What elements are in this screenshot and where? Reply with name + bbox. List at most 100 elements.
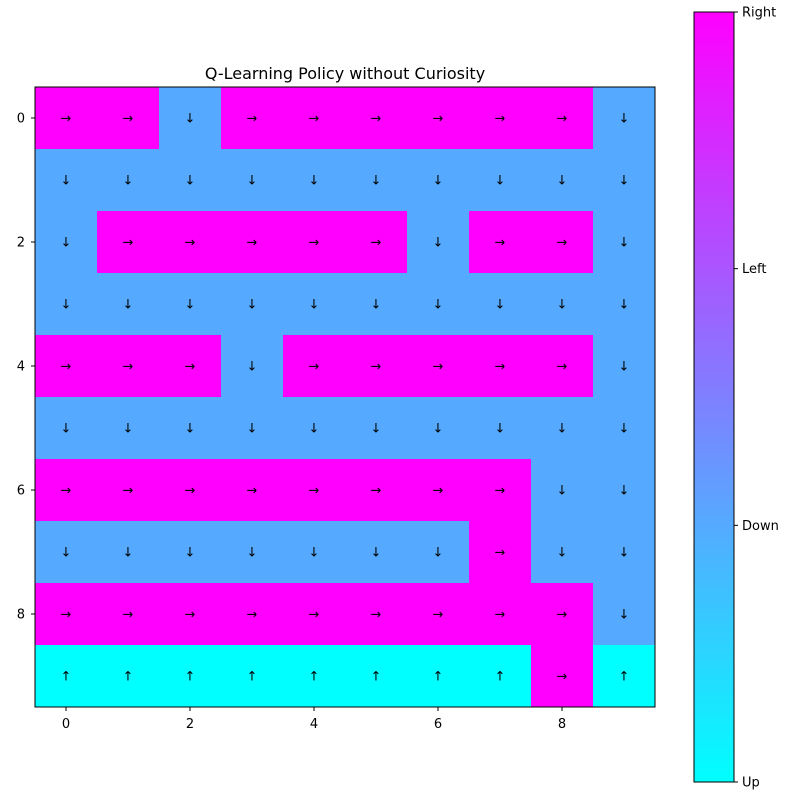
heatmap-cell-2-9 — [593, 211, 656, 274]
policy-arrow-8-5: → — [371, 608, 382, 623]
heatmap-cell-7-1 — [97, 521, 160, 584]
colorbar-label-left: Left — [742, 262, 766, 277]
policy-arrow-7-3: ↓ — [247, 546, 258, 561]
heatmap-cell-9-8 — [531, 645, 594, 708]
heatmap-cell-4-5 — [345, 335, 408, 398]
policy-arrow-8-3: → — [247, 608, 258, 623]
policy-arrow-9-9: ↑ — [619, 670, 630, 685]
policy-arrow-0-3: → — [247, 112, 258, 127]
heatmap-cell-6-3 — [221, 459, 284, 522]
policy-arrow-7-1: ↓ — [123, 546, 134, 561]
heatmap-cell-0-0 — [35, 87, 98, 150]
heatmap-cell-9-2 — [159, 645, 222, 708]
heatmap-cell-8-5 — [345, 583, 408, 646]
policy-arrow-4-3: ↓ — [247, 360, 258, 375]
heatmap-cell-3-4 — [283, 273, 346, 336]
heatmap-cell-5-8 — [531, 397, 594, 460]
heatmap-cell-5-2 — [159, 397, 222, 460]
policy-arrow-6-2: → — [185, 484, 196, 499]
heatmap-cell-7-6 — [407, 521, 470, 584]
heatmap-cell-3-7 — [469, 273, 532, 336]
policy-arrow-5-0: ↓ — [61, 422, 72, 437]
policy-arrow-2-8: → — [557, 236, 568, 251]
heatmap-cell-0-7 — [469, 87, 532, 150]
heatmap-cell-1-0 — [35, 149, 98, 212]
policy-arrow-8-1: → — [123, 608, 134, 623]
heatmap-cell-7-5 — [345, 521, 408, 584]
policy-arrow-2-2: → — [185, 236, 196, 251]
heatmap-cell-5-9 — [593, 397, 656, 460]
policy-arrow-0-1: → — [123, 112, 134, 127]
heatmap-cell-2-7 — [469, 211, 532, 274]
heatmap-cell-8-1 — [97, 583, 160, 646]
heatmap-cell-4-1 — [97, 335, 160, 398]
y-tick-label-2: 2 — [17, 236, 25, 251]
policy-arrow-2-5: → — [371, 236, 382, 251]
heatmap-cell-3-5 — [345, 273, 408, 336]
heatmap-cell-8-8 — [531, 583, 594, 646]
heatmap-cell-6-2 — [159, 459, 222, 522]
policy-arrow-3-4: ↓ — [309, 298, 320, 313]
heatmap-cell-5-0 — [35, 397, 98, 460]
heatmap-cell-7-0 — [35, 521, 98, 584]
heatmap-cell-2-5 — [345, 211, 408, 274]
colorbar-label-up: Up — [742, 776, 760, 791]
y-tick-label-4: 4 — [17, 360, 25, 375]
policy-arrow-6-7: → — [495, 484, 506, 499]
heatmap-cell-8-9 — [593, 583, 656, 646]
policy-arrow-4-5: → — [371, 360, 382, 375]
policy-arrow-3-7: ↓ — [495, 298, 506, 313]
heatmap-cell-4-8 — [531, 335, 594, 398]
heatmap-cell-9-6 — [407, 645, 470, 708]
policy-arrow-8-2: → — [185, 608, 196, 623]
policy-arrow-8-0: → — [61, 608, 72, 623]
policy-arrow-0-7: → — [495, 112, 506, 127]
heatmap-cell-4-4 — [283, 335, 346, 398]
x-tick-label-4: 4 — [310, 717, 318, 732]
policy-arrow-9-1: ↑ — [123, 670, 134, 685]
policy-arrow-7-7: → — [495, 546, 506, 561]
heatmap-cell-4-2 — [159, 335, 222, 398]
y-tick-label-6: 6 — [17, 484, 25, 499]
policy-arrow-9-5: ↑ — [371, 670, 382, 685]
heatmap-cell-1-4 — [283, 149, 346, 212]
policy-arrow-2-1: → — [123, 236, 134, 251]
policy-arrow-1-3: ↓ — [247, 174, 258, 189]
heatmap-cell-1-5 — [345, 149, 408, 212]
policy-arrow-8-9: ↓ — [619, 608, 630, 623]
policy-arrow-4-0: → — [61, 360, 72, 375]
heatmap-cell-2-8 — [531, 211, 594, 274]
y-tick-label-8: 8 — [17, 608, 25, 623]
heatmap-cell-0-4 — [283, 87, 346, 150]
policy-arrow-3-3: ↓ — [247, 298, 258, 313]
heatmap-cell-8-0 — [35, 583, 98, 646]
policy-arrow-9-4: ↑ — [309, 670, 320, 685]
policy-arrow-9-6: ↑ — [433, 670, 444, 685]
heatmap-cell-7-4 — [283, 521, 346, 584]
policy-arrow-1-0: ↓ — [61, 174, 72, 189]
heatmap-cell-8-2 — [159, 583, 222, 646]
heatmap-cells: → → ↓ → → → → → → ↓ ↓ ↓ ↓ ↓ ↓ ↓ ↓ ↓ ↓ ↓ ↓ → → → → → ↓ → → ↓ ↓ ↓ ↓ ↓ ↓ ↓ ↓ ↓ ↓ ↓… — [35, 87, 656, 708]
heatmap-cell-0-5 — [345, 87, 408, 150]
policy-arrow-1-1: ↓ — [123, 174, 134, 189]
heatmap-cell-5-6 — [407, 397, 470, 460]
y-axis: 0 2 4 6 8 — [17, 112, 35, 623]
policy-arrow-8-6: → — [433, 608, 444, 623]
policy-arrow-0-0: → — [61, 112, 72, 127]
policy-arrow-4-9: ↓ — [619, 360, 630, 375]
policy-arrow-5-3: ↓ — [247, 422, 258, 437]
x-tick-label-2: 2 — [186, 717, 194, 732]
policy-arrow-7-9: ↓ — [619, 546, 630, 561]
heatmap-cell-2-0 — [35, 211, 98, 274]
heatmap-cell-4-3 — [221, 335, 284, 398]
policy-arrow-9-0: ↑ — [61, 670, 72, 685]
heatmap-cell-7-8 — [531, 521, 594, 584]
heatmap-cell-5-4 — [283, 397, 346, 460]
heatmap-cell-9-0 — [35, 645, 98, 708]
x-tick-label-0: 0 — [62, 717, 70, 732]
policy-arrow-5-6: ↓ — [433, 422, 444, 437]
policy-arrow-9-8: → — [557, 670, 568, 685]
heatmap-cell-8-7 — [469, 583, 532, 646]
policy-arrow-3-0: ↓ — [61, 298, 72, 313]
